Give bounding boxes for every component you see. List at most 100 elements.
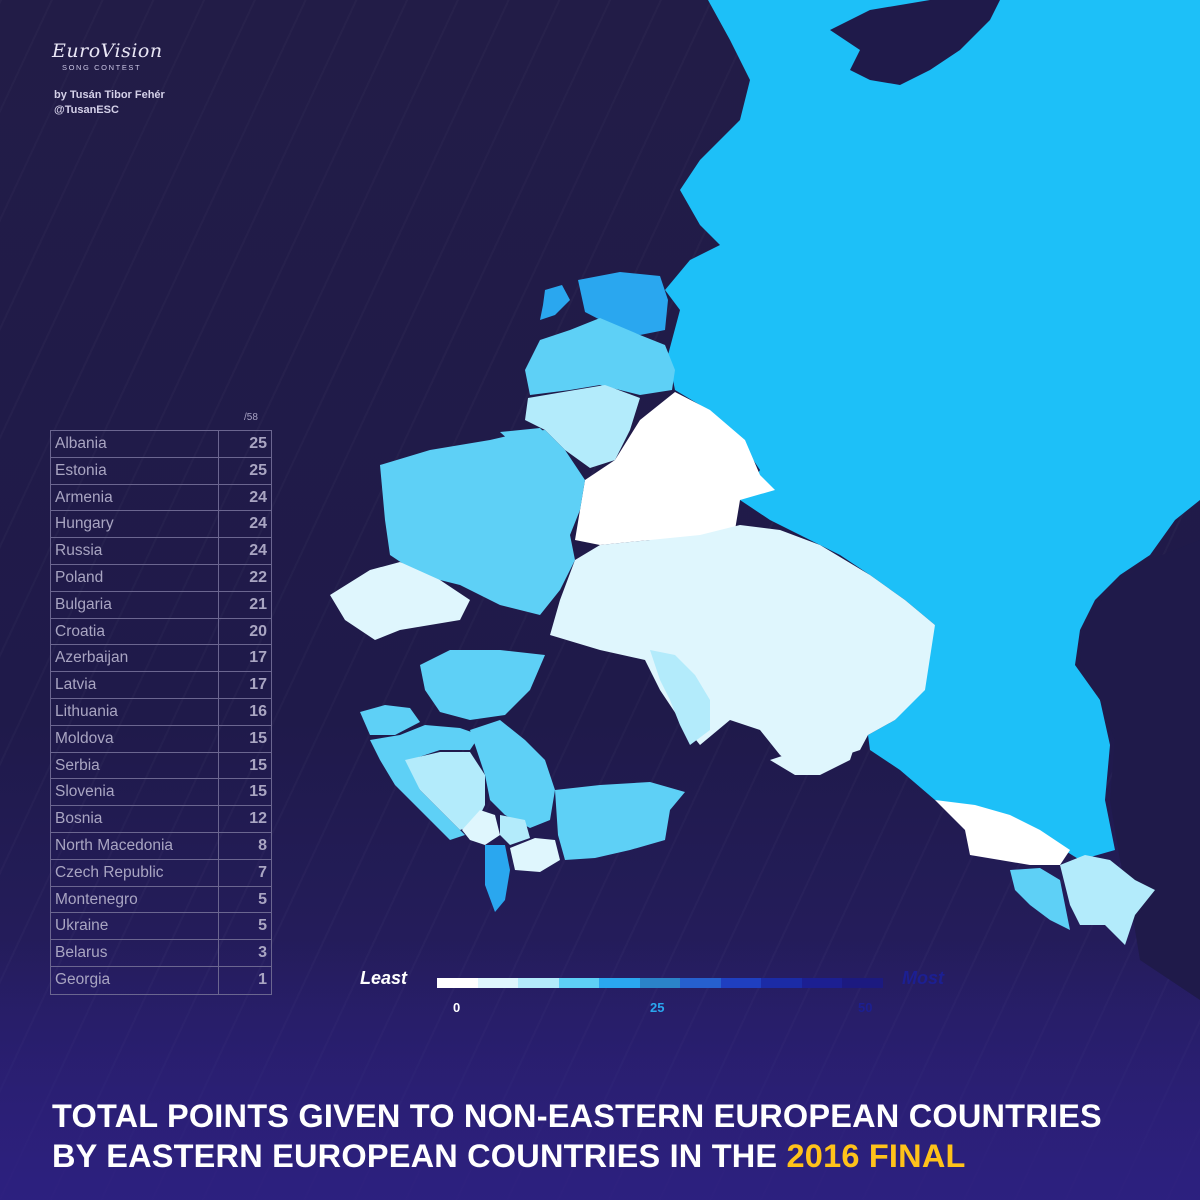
table-row-country: Belarus	[51, 940, 219, 966]
legend-tick-0: 0	[453, 1000, 461, 1015]
table-row-points: 17	[249, 649, 267, 667]
legend-scale-step-6	[680, 978, 721, 988]
table-row-country: Latvia	[51, 672, 219, 698]
legend-scale-step-3	[558, 978, 600, 988]
region-kaliningrad	[500, 428, 560, 450]
table-row-points: 5	[258, 917, 267, 935]
legend-least-label: Least	[360, 968, 408, 988]
region-ukraine	[550, 525, 935, 770]
legend-tick-25: 25	[650, 1000, 665, 1015]
region-estonia-islands	[540, 285, 570, 320]
table-row-points: 16	[249, 702, 267, 720]
table-row: Hungary 24	[51, 511, 271, 539]
table-row-points: 17	[249, 676, 267, 694]
region-russia	[665, 0, 1200, 860]
table-row: Slovenia 15	[51, 779, 271, 807]
table-row-country: Bulgaria	[51, 591, 219, 618]
region-moldova	[650, 650, 710, 745]
legend-scale-step-8	[761, 978, 802, 988]
credit-author: by Tusán Tibor Fehér	[54, 89, 165, 101]
region-armenia	[1010, 868, 1070, 930]
logo-subtitle: SONG CONTEST	[62, 63, 142, 72]
table-row-country: Georgia	[51, 966, 219, 994]
table-row-points: 25	[249, 461, 267, 479]
sea-inlet-north	[830, 0, 1000, 85]
table-row-country: Lithuania	[51, 698, 219, 725]
table-row: Moldova 15	[51, 725, 271, 753]
table-row-country: Slovenia	[51, 779, 219, 806]
region-slovenia	[360, 705, 420, 735]
region-croatia	[370, 725, 480, 840]
table-row-country: Armenia	[51, 484, 219, 511]
table-row-country: Ukraine	[51, 913, 219, 940]
table-row-country: Azerbaijan	[51, 645, 219, 672]
table-row: Bosnia 12	[51, 806, 271, 833]
table-row-points: 24	[249, 515, 267, 533]
table-row-points: 25	[249, 435, 267, 452]
legend-tick-50: 50	[858, 1000, 873, 1015]
legend-scale-step-7	[720, 978, 762, 988]
region-georgia	[935, 800, 1070, 865]
region-kosovo	[500, 815, 530, 845]
legend-scale-step-5	[639, 978, 681, 988]
region-hungary	[420, 650, 545, 720]
table-row-country: Poland	[51, 564, 219, 591]
points-table: Albania 25 Estonia 25 Armenia 24 Hungary 24 Russ…	[50, 430, 272, 995]
region-azerbaijan	[1060, 855, 1155, 945]
table-row-points: 15	[249, 783, 267, 801]
table-row: Croatia 20	[51, 618, 271, 646]
region-belarus	[575, 392, 775, 545]
table-row-points: 15	[249, 756, 267, 774]
table-row-points: 24	[249, 542, 267, 560]
sea-inlet-caspian	[1080, 540, 1200, 1000]
table-row-country: Montenegro	[51, 886, 219, 913]
table-row: Azerbaijan 17	[51, 645, 271, 673]
region-montenegro	[462, 810, 500, 845]
region-bosnia	[405, 752, 485, 830]
table-row-points: 22	[249, 568, 267, 586]
table-row-country: Czech Republic	[51, 859, 219, 886]
table-row: Bulgaria 21	[51, 591, 271, 619]
table-row: Czech Republic 7	[51, 859, 271, 887]
title-highlight: 2016 FINAL	[786, 1138, 966, 1174]
region-latvia	[525, 318, 675, 395]
region-crimea	[770, 745, 855, 775]
legend-most-label: Most	[902, 968, 944, 988]
table-row: Armenia 24	[51, 484, 271, 512]
table-row: Georgia 1	[51, 966, 271, 994]
logo-wordmark: EuroVision	[52, 40, 163, 62]
table-row: Poland 22	[51, 564, 271, 592]
table-row-points: 24	[249, 488, 267, 506]
region-czech	[330, 562, 470, 640]
title-line-2: BY EASTERN EUROPEAN COUNTRIES IN THE 201…	[52, 1136, 1172, 1176]
table-row-country: Hungary	[51, 511, 219, 538]
table-row-points: 20	[249, 622, 267, 640]
table-row-points: 15	[249, 729, 267, 747]
table-row-country: Estonia	[51, 457, 219, 484]
table-row-country: Russia	[51, 538, 219, 564]
table-row-country: Albania	[51, 431, 219, 457]
table-row: North Macedonia 8	[51, 832, 271, 860]
table-row-points: 21	[249, 595, 267, 613]
table-max-label: /58	[244, 412, 258, 423]
table-row-country: Moldova	[51, 725, 219, 752]
legend-scale-step-2	[518, 978, 559, 988]
legend-scale-step-9	[801, 978, 843, 988]
region-bulgaria	[555, 782, 685, 860]
table-row: Albania 25	[51, 431, 271, 458]
table-row-country: Bosnia	[51, 806, 219, 832]
legend-scale-step-1	[477, 978, 519, 988]
table-row: Montenegro 5	[51, 886, 271, 914]
credit-handle: @TusanESC	[54, 104, 119, 116]
table-row-country: North Macedonia	[51, 832, 219, 859]
region-albania	[485, 845, 510, 912]
table-row-points: 7	[258, 863, 267, 881]
region-north-macedonia	[510, 838, 560, 872]
region-poland	[380, 430, 585, 615]
table-row: Lithuania 16	[51, 698, 271, 726]
table-row-points: 12	[249, 810, 267, 828]
eurovision-logo: EuroVision SONG CONTEST	[52, 40, 163, 72]
table-row: Latvia 17	[51, 672, 271, 699]
region-serbia	[470, 720, 555, 828]
